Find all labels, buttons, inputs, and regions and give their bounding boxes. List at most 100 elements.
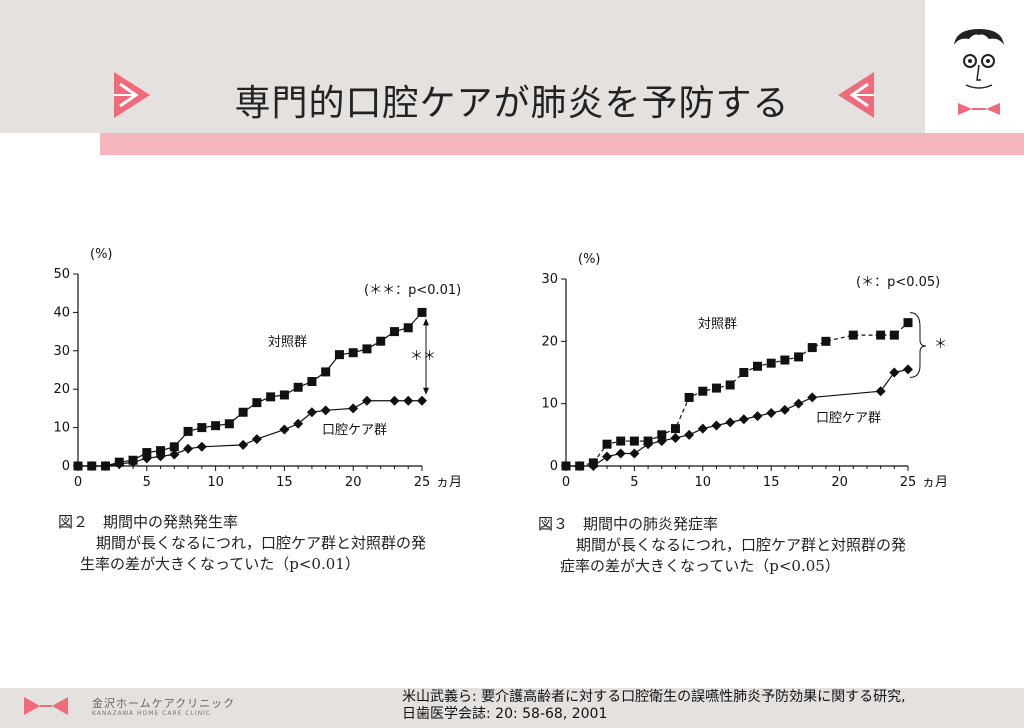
data-point-diamond [656,436,667,447]
data-point-diamond [574,461,585,471]
data-point-square [211,421,221,431]
data-point-diamond [697,423,708,434]
data-point-square [321,367,331,377]
data-point-diamond [807,392,818,403]
x-tick-label: 0 [74,475,82,490]
data-point-diamond [86,461,97,471]
data-point-square [848,330,858,340]
y-tick-label: 30 [53,344,70,359]
data-point-square [807,343,817,353]
data-point-square [889,330,899,340]
y-tick-label: 40 [53,305,70,320]
data-point-square [169,442,179,452]
figure2-caption: 図２ 期間中の発熱発生率 期間が長くなるにつれ，口腔ケア群と対照群の発 生率の差… [58,512,426,575]
figure3-caption-body-1: 期間が長くなるにつれ，口腔ケア群と対照群の発 [576,536,907,554]
figure3-caption: 図３ 期間中の肺炎発症率 期間が長くなるにつれ，口腔ケア群と対照群の発 症率の差… [538,514,906,577]
y-tick-label: 0 [62,459,70,474]
data-point-diamond [903,364,913,375]
data-point-square [417,307,427,317]
x-tick-label: 5 [630,475,638,490]
y-tick-label: 50 [53,267,70,282]
data-point-diamond [361,395,372,406]
data-point-square [725,380,735,390]
data-point-diamond [348,403,359,414]
data-point-square [698,386,708,396]
data-point-square [156,446,166,456]
data-point-diamond [779,404,790,415]
data-point-diamond [196,441,207,452]
y-unit-label: (%) [90,247,113,262]
bowtie-logo-icon [24,697,68,715]
x-tick-label: 10 [695,475,712,490]
data-point-square [279,390,289,400]
data-point-diamond [238,439,249,450]
data-point-square [711,383,721,393]
data-point-square [266,392,276,402]
data-point-diamond [417,395,427,406]
series-line [78,311,423,467]
data-point-diamond [293,418,304,429]
data-point-square [602,439,612,449]
y-tick-label: 30 [541,272,558,287]
chart-pneumonia-incidence: 0 10 20 30 0 5 10 15 20 25 (%) ヵ月 対照群 口腔ケア群 (＊：p<0.05)… [530,250,970,504]
x-tick-label: 0 [562,475,570,490]
data-point-square [766,358,776,368]
y-tick-label: 20 [53,382,70,397]
data-point-diamond [561,461,571,471]
mustache-face-icon [954,29,1004,115]
figure2-caption-title: 図２ 期間中の発熱発生率 [58,513,239,531]
series-label-control: 対照群 [268,335,307,350]
data-point-square [876,330,886,340]
data-point-square [780,355,790,365]
data-point-square [821,336,831,346]
series-label-care: 口腔ケア群 [816,411,881,426]
x-tick-label: 25 [414,475,431,490]
data-point-square [238,407,248,417]
x-tick-label: 25 [900,475,917,490]
data-point-diamond [183,443,194,454]
data-point-square [403,323,413,333]
data-point-diamond [403,395,414,406]
data-point-square [739,368,749,377]
x-tick-label: 15 [763,475,780,490]
data-point-square [307,377,317,387]
x-tick-label: 15 [276,475,293,490]
figure2-caption-body-2: 生率の差が大きくなっていた（p<0.01） [80,555,360,573]
data-point-square [252,398,262,408]
clinic-name-english: KANAZAWA HOME CARE CLINIC [92,710,212,717]
data-point-diamond [711,420,722,431]
y-tick-label: 20 [541,334,558,349]
data-point-diamond [279,424,290,435]
data-point-diamond [793,398,804,409]
data-point-square [293,382,303,392]
series-label-care: 口腔ケア群 [322,423,387,438]
series-line [566,322,909,467]
x-tick-label: 5 [143,475,151,490]
data-point-square [197,423,207,433]
citation: 米山武義ら: 要介護高齢者に対する口腔衛生の誤嚥性肺炎予防効果に関する研究, 日… [402,689,906,723]
data-point-square [376,336,386,346]
data-point-square [794,352,804,362]
y-tick-label: 10 [53,421,70,436]
y-unit-label: (%) [578,252,601,267]
data-point-diamond [389,395,400,406]
significance-annotation: (＊＊：p<0.01) [364,283,461,298]
series-label-control: 対照群 [698,317,737,332]
pink-reverse-triangle-icon [838,72,874,118]
series-line [566,368,909,467]
x-tick-label: 10 [207,475,224,490]
data-point-diamond [100,461,111,471]
page-title: 専門的口腔ケアが肺炎を予防する [234,83,790,124]
pink-play-triangle-icon [114,72,150,118]
arrow-head-down [423,387,429,395]
data-point-diamond [155,451,166,462]
data-point-diamond [738,414,749,425]
clinic-name: 金沢ホームケアクリニック [92,697,236,710]
data-point-square [753,361,763,371]
data-point-diamond [141,453,152,464]
data-point-square [183,426,193,436]
data-point-diamond [766,408,777,419]
data-point-diamond [251,434,262,445]
figure3-caption-title: 図３ 期間中の肺炎発症率 [538,515,719,533]
data-point-diamond [643,439,654,450]
